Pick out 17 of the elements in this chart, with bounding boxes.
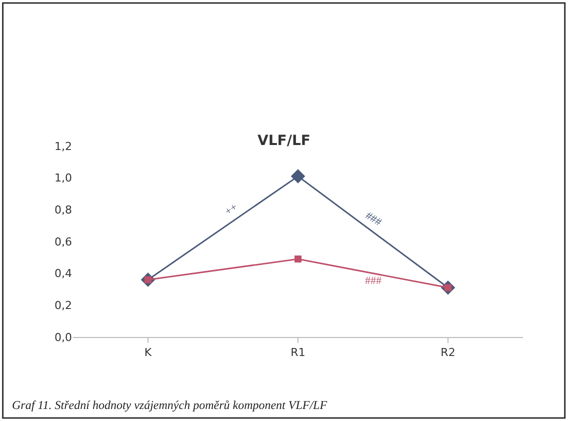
chart-title: VLF/LF bbox=[258, 133, 310, 150]
y-tick-label: 1,0 bbox=[54, 172, 72, 185]
y-tick-label: 0,2 bbox=[54, 299, 72, 312]
y-tick-label: 0,4 bbox=[54, 267, 72, 280]
point bbox=[290, 169, 306, 184]
x-tick-label: R2 bbox=[440, 346, 456, 360]
y-tick-label: 0,0 bbox=[54, 330, 72, 344]
annotation: ++ bbox=[222, 201, 240, 218]
x-tick-label: R1 bbox=[290, 346, 306, 360]
annotation: ### bbox=[363, 210, 384, 229]
text: Graf 11. Střední hodnoty vzájemných poměrů komponent VLF/LF bbox=[12, 398, 328, 412]
y-tick-label: 1,2 bbox=[54, 140, 72, 153]
x-tick-label: K bbox=[144, 346, 152, 360]
annotation: ### bbox=[365, 275, 382, 287]
point bbox=[294, 256, 302, 263]
y-tick-label: 0,8 bbox=[54, 204, 72, 217]
y-tick-label: 0,6 bbox=[54, 235, 72, 248]
